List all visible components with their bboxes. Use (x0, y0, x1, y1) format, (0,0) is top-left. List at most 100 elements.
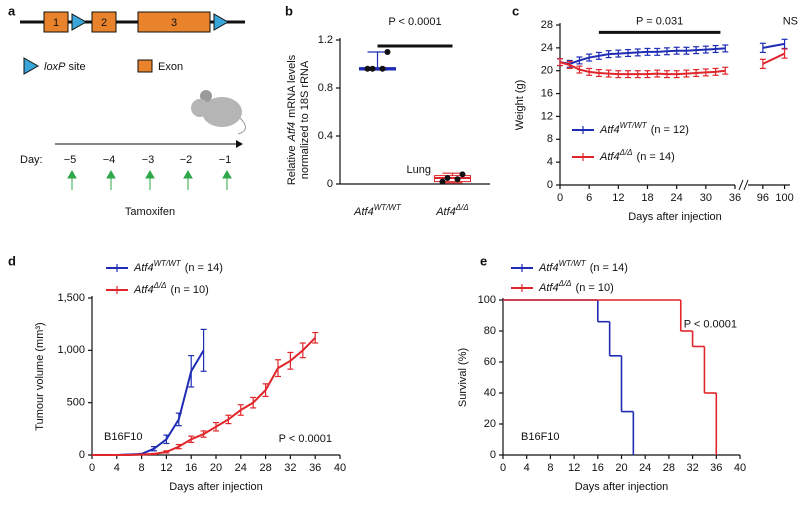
legend-label: Atf4WT/WT (n = 12) (599, 121, 689, 136)
point (384, 49, 391, 55)
gene-name: Atf4 (353, 206, 374, 218)
point (459, 171, 466, 178)
day: −2 (180, 154, 193, 166)
x-tick-label: 32 (686, 462, 698, 474)
panel-label: d (8, 253, 16, 268)
legend-label: Atf4WT/WT (353, 203, 402, 218)
y-tick-label: 4 (547, 156, 553, 168)
gene-name: Atf4 (133, 284, 154, 296)
x-tick-label: 96 (757, 192, 769, 204)
point (379, 65, 386, 72)
gene-name: Atf4 (599, 124, 620, 136)
panel-label: c (512, 3, 519, 18)
annotation: B16F10 (521, 431, 560, 443)
x-tick-label: 8 (547, 462, 553, 474)
legend-text: Exon (158, 61, 183, 73)
y-tick-label: 0 (327, 178, 333, 190)
annotation: P < 0.0001 (279, 433, 332, 445)
legend-exon (137, 59, 153, 73)
y-tick-label: 1,500 (57, 292, 85, 304)
annotation: NS (783, 15, 798, 27)
dose-arrow (222, 169, 232, 179)
x-tick-label: 24 (235, 462, 247, 474)
annotation: P < 0.0001 (684, 319, 737, 331)
gene-name: Atf4 (599, 151, 620, 163)
dose-arrow (67, 169, 77, 179)
mouse-ear (200, 90, 212, 102)
y-axis-label: Survival (%) (457, 348, 469, 407)
genotype: WT/WT (374, 203, 402, 212)
x-tick-label: 12 (568, 462, 580, 474)
x-tick-label: 20 (210, 462, 222, 474)
legend-label: Atf4Δ/Δ (n = 14) (599, 148, 675, 163)
mouse-body (202, 97, 242, 127)
y-axis-label: Weight (g) (514, 80, 526, 131)
y-tick-label: 16 (541, 87, 553, 99)
series-line (762, 52, 785, 65)
gene-name: Atf4 (133, 262, 154, 274)
y-tick-label: 0 (490, 449, 496, 461)
point (369, 65, 376, 72)
panel-label: a (8, 3, 16, 18)
dose-arrow (106, 169, 116, 179)
exon (43, 11, 69, 33)
day-label: Day: (20, 154, 43, 166)
annotation: Lung (407, 164, 431, 176)
point (444, 175, 451, 181)
dose-arrows (67, 169, 232, 190)
x-tick-label: 40 (334, 462, 346, 474)
panel-label: b (285, 3, 293, 18)
y-axis-label: Tumour volume (mm³) (34, 322, 46, 430)
series-line (559, 47, 726, 65)
x-tick-label: 30 (700, 192, 712, 204)
y-tick-label: 24 (541, 42, 553, 54)
point (454, 176, 461, 183)
axis-break (738, 179, 749, 191)
loxp-site (213, 13, 230, 31)
x-tick-label: 12 (612, 192, 624, 204)
y-tick-label: 40 (484, 387, 496, 399)
series-line (559, 61, 726, 76)
x-tick-label: 6 (586, 192, 592, 204)
x-tick-label: 4 (114, 462, 120, 474)
legend-text: site (68, 61, 85, 73)
x-tick-label: 24 (639, 462, 651, 474)
annotation: P < 0.0001 (388, 16, 441, 28)
x-axis-label: Days after injection (628, 211, 722, 223)
legend-label: Atf4Δ/Δ (n = 10) (133, 281, 209, 296)
gene-name: Atf4 (538, 282, 559, 294)
exon-label: 1 (53, 17, 59, 29)
genotype: WT/WT (154, 259, 182, 268)
day: −3 (142, 154, 155, 166)
gene-name: Atf4 (435, 206, 456, 218)
loxp-site (71, 13, 88, 31)
sample-size: (n = 10) (171, 284, 209, 296)
y-tick-label: 0.4 (318, 130, 333, 142)
x-tick-label: 0 (89, 462, 95, 474)
exon-label: 2 (101, 17, 107, 29)
legend-label: Atf4WT/WT (n = 14) (538, 259, 628, 274)
genotype: Δ/Δ (619, 148, 633, 157)
exon-label: 3 (171, 17, 177, 29)
y-tick-label: 0 (79, 449, 85, 461)
x-tick-label: 16 (185, 462, 197, 474)
annotation: P = 0.031 (636, 15, 683, 27)
panel-label: e (480, 253, 487, 268)
mouse-icon (191, 90, 246, 135)
x-tick-label: 0 (557, 192, 563, 204)
y-axis-label-part: Atf4 (286, 122, 298, 143)
legend-text: loxP site (44, 61, 86, 73)
sample-size: (n = 14) (637, 151, 675, 163)
x-axis-label: Days after injection (169, 481, 263, 493)
sample-size: (n = 10) (576, 282, 614, 294)
x-tick-label: 36 (309, 462, 321, 474)
genotype: WT/WT (559, 259, 587, 268)
sample-size: (n = 14) (590, 262, 628, 274)
legend-label: Atf4Δ/Δ (435, 203, 469, 218)
x-tick-label: 28 (663, 462, 675, 474)
y-tick-label: 60 (484, 356, 496, 368)
mouse-tail (237, 117, 246, 135)
panel-a-diagram: 1 2 3 loxP site Exon Day: −5 −4 −3 −2 −1… (20, 11, 246, 218)
